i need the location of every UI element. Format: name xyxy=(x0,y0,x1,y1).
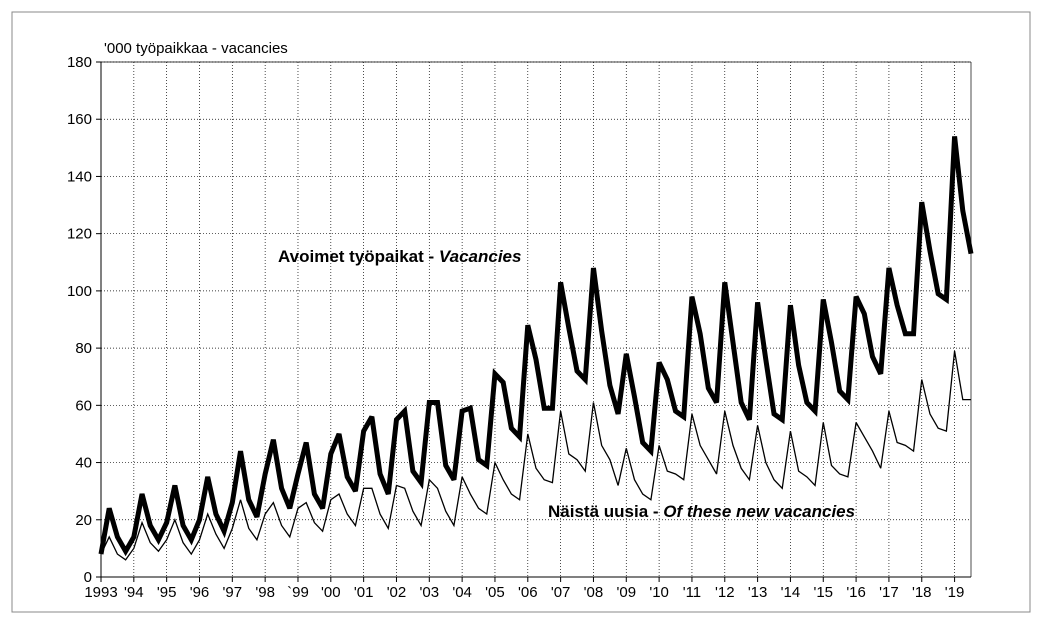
y-tick-label: 120 xyxy=(67,226,92,243)
x-tick-label: '04 xyxy=(452,584,472,601)
x-tick-label: `99 xyxy=(287,584,309,601)
x-tick-label: '08 xyxy=(584,584,604,601)
annotation: Avoimet työpaikat - Vacancies xyxy=(278,247,521,266)
y-axis-label: '000 työpaikkaa - vacancies xyxy=(104,40,288,57)
x-tick-label: '05 xyxy=(485,584,505,601)
y-tick-label: 160 xyxy=(67,111,92,128)
series-line xyxy=(98,136,974,557)
annotation-text: Avoimet työpaikat - xyxy=(278,247,439,266)
x-tick-label: '96 xyxy=(190,584,210,601)
x-tick-label: '95 xyxy=(157,584,177,601)
x-tick-label: '00 xyxy=(321,584,341,601)
y-tick-label: 40 xyxy=(75,455,92,472)
x-tick-label: 1993 xyxy=(84,584,117,601)
y-tick-label: 180 xyxy=(67,54,92,71)
y-tick-label: 80 xyxy=(75,340,92,357)
series-line xyxy=(100,350,971,561)
x-tick-label: '94 xyxy=(124,584,144,601)
y-tick-label: 0 xyxy=(84,569,92,586)
x-tick-label: '14 xyxy=(781,584,801,601)
x-tick-label: '18 xyxy=(912,584,932,601)
x-tick-label: '12 xyxy=(715,584,735,601)
annotation-italic: Of these new vacancies xyxy=(663,502,855,521)
y-tick-label: 60 xyxy=(75,397,92,414)
x-tick-label: '19 xyxy=(945,584,965,601)
y-tick-label: 100 xyxy=(67,283,92,300)
x-tick-label: '16 xyxy=(846,584,866,601)
x-tick-label: '98 xyxy=(255,584,275,601)
annotation-italic: Vacancies xyxy=(439,247,522,266)
annotation-text: Näistä uusia - xyxy=(548,502,663,521)
x-tick-label: '13 xyxy=(748,584,768,601)
x-tick-label: '15 xyxy=(813,584,833,601)
frame xyxy=(11,11,1031,613)
x-tick-label: '09 xyxy=(617,584,637,601)
x-tick-label: '17 xyxy=(879,584,899,601)
y-tick-label: 140 xyxy=(67,168,92,185)
x-tick-label: '07 xyxy=(551,584,571,601)
x-tick-label: '97 xyxy=(223,584,243,601)
x-tick-label: '01 xyxy=(354,584,374,601)
x-tick-label: '03 xyxy=(420,584,440,601)
annotation: Näistä uusia - Of these new vacancies xyxy=(548,502,855,521)
x-tick-label: '11 xyxy=(683,584,701,601)
x-tick-label: '10 xyxy=(649,584,669,601)
y-tick-label: 20 xyxy=(75,512,92,529)
x-tick-label: '06 xyxy=(518,584,538,601)
x-tick-label: '02 xyxy=(387,584,407,601)
